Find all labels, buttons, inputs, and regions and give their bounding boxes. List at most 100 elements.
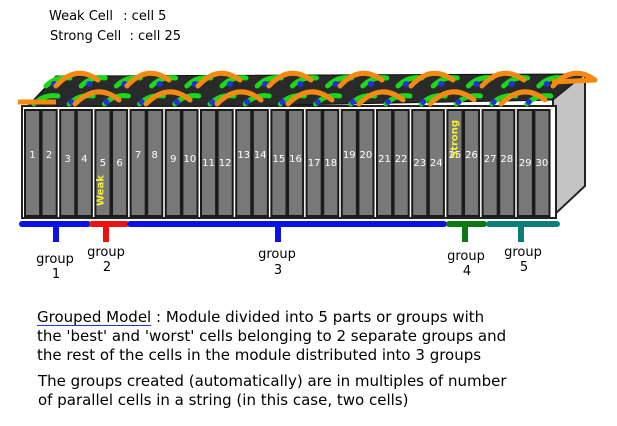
grouping-note: The groups created (automatically) are i… <box>38 372 613 410</box>
cell-label-6: 6 <box>116 158 122 169</box>
cell-19 <box>340 109 358 217</box>
terminal-dot <box>438 81 445 87</box>
cell-label-3: 3 <box>65 154 71 165</box>
terminal-dot <box>385 99 391 105</box>
terminal-dot <box>403 81 409 87</box>
terminal-dot <box>332 81 339 87</box>
cell-label-14: 14 <box>254 150 267 161</box>
group-4-word: group <box>447 249 485 264</box>
note-line-1: The groups created (automatically) are i… <box>38 372 507 390</box>
cell-12 <box>216 109 234 217</box>
terminal-dot <box>525 99 532 105</box>
terminal-dot <box>156 81 163 87</box>
group-5-word: group <box>504 245 542 260</box>
wire-arc <box>337 70 385 89</box>
cell-29 <box>516 109 534 217</box>
wire-arc <box>72 89 122 107</box>
cell-1 <box>24 109 42 217</box>
cell-22 <box>392 109 410 217</box>
cell-2 <box>40 109 58 217</box>
cell-20 <box>357 109 375 217</box>
terminal-dot <box>138 99 145 105</box>
cell-16 <box>287 109 305 217</box>
cell-label-12: 12 <box>219 158 232 169</box>
cell-label-29: 29 <box>519 158 532 169</box>
terminal-dot <box>244 99 251 105</box>
strong-cell-label: Strong Cell <box>50 29 122 44</box>
group-3-number: 3 <box>274 263 282 278</box>
strong-cell-value: : cell 25 <box>129 29 181 44</box>
wire-lead-right <box>551 77 597 85</box>
cell-label-1: 1 <box>29 150 35 161</box>
wire-arc <box>498 89 548 107</box>
wire-arc <box>408 70 456 89</box>
cell-label-27: 27 <box>484 154 497 165</box>
cell-label-22: 22 <box>395 154 408 165</box>
weak-cell-legend: Weak Cell : cell 5 <box>49 9 166 24</box>
terminal-dot <box>490 99 497 105</box>
strong-cell-tag: Strong <box>449 120 460 158</box>
cell-label-30: 30 <box>536 158 549 169</box>
interconnect-link <box>501 75 531 89</box>
wire-arc <box>266 70 314 89</box>
cell-label-13: 13 <box>237 150 250 161</box>
caption-line-1-rest: : Module divided into 5 parts or groups … <box>151 308 485 326</box>
cell-21 <box>376 109 394 217</box>
terminal-dot <box>209 99 215 105</box>
terminal-dot <box>473 81 480 87</box>
caption-line-2: the 'best' and 'worst' cells belonging t… <box>37 327 507 345</box>
cell-label-2: 2 <box>46 150 52 161</box>
cell-8 <box>146 109 164 217</box>
grouped-model-caption: Grouped Model : Module divided into 5 pa… <box>37 308 612 365</box>
group-2-number: 2 <box>103 260 111 275</box>
weak-cell-value: : cell 5 <box>123 9 167 24</box>
wire-arc <box>143 89 193 107</box>
cell-label-9: 9 <box>170 154 176 165</box>
wire-arc <box>427 89 477 107</box>
terminal-dot <box>508 81 515 87</box>
group-2-word: group <box>87 245 125 260</box>
cell-4 <box>75 109 93 217</box>
cell-label-24: 24 <box>430 158 443 169</box>
cell-label-10: 10 <box>184 154 197 165</box>
cell-label-17: 17 <box>308 158 321 169</box>
interconnect-link <box>430 75 460 89</box>
terminal-dot <box>314 99 321 105</box>
cell-label-21: 21 <box>378 154 391 165</box>
terminal-dot <box>297 81 304 87</box>
terminal-dot <box>103 99 110 105</box>
wire-arc <box>479 70 527 89</box>
cell-label-26: 26 <box>465 150 478 161</box>
cell-30 <box>533 109 551 217</box>
cell-10 <box>181 109 199 217</box>
cell-label-4: 4 <box>81 154 87 165</box>
group-5-number: 5 <box>520 260 528 275</box>
cell-label-23: 23 <box>413 158 426 169</box>
cell-13 <box>235 109 253 217</box>
terminal-dot <box>543 81 550 87</box>
cell-27 <box>481 109 499 217</box>
cell-label-28: 28 <box>500 154 513 165</box>
cell-label-19: 19 <box>343 150 356 161</box>
terminal-dot <box>455 99 462 105</box>
group-4-number: 4 <box>463 264 471 279</box>
caption-line-3: the rest of the cells in the module dist… <box>37 346 482 364</box>
cell-9 <box>164 109 182 217</box>
weak-cell-tag: Weak <box>95 175 106 206</box>
wire-arc <box>285 89 335 107</box>
cell-5 <box>94 109 112 217</box>
strong-cell-legend: Strong Cell : cell 25 <box>50 29 181 44</box>
wire-arc <box>195 70 243 89</box>
cell-7 <box>129 109 147 217</box>
cell-11 <box>200 109 218 217</box>
interconnect-link <box>289 75 319 89</box>
terminal-dot <box>86 81 93 87</box>
interconnect-link <box>219 75 249 89</box>
caption-title: Grouped Model <box>37 308 152 326</box>
wire-arc <box>356 89 406 107</box>
cell-17 <box>305 109 323 217</box>
group-1-word: group <box>36 252 74 267</box>
cell-label-20: 20 <box>360 150 373 161</box>
cell-label-18: 18 <box>324 158 337 169</box>
